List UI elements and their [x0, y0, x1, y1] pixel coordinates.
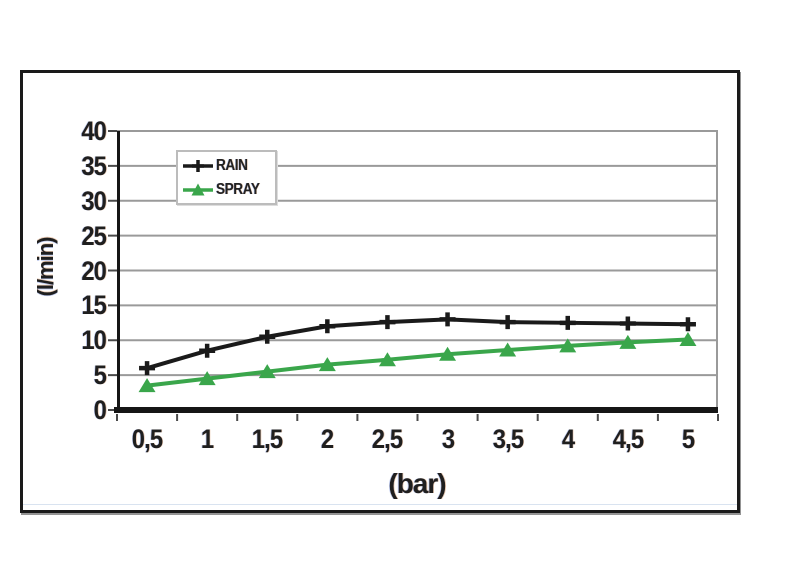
x-tick-label: 3 [441, 424, 454, 454]
rain-point-marker [139, 361, 156, 376]
chart-legend: RAIN SPRAY [176, 150, 277, 205]
spray-point-marker [318, 357, 336, 372]
chart-frame: 0 5 10 15 20 25 30 35 40 0,5 1 1,5 2 2,5 3 3,5 4 4,5 5 RAI… [20, 70, 740, 513]
rain-point-marker [319, 319, 336, 334]
y-tick-label: 5 [93, 360, 107, 391]
rain-series-line [146, 317, 688, 371]
spray-series-line [146, 337, 689, 388]
x-tick-label: 0,5 [131, 424, 163, 454]
y-axis-title: (l/min) [33, 237, 58, 297]
rain-point-marker [679, 317, 696, 332]
y-tick-label: 20 [81, 255, 107, 286]
y-tick-label: 30 [81, 185, 107, 216]
spray-point-marker [499, 342, 517, 357]
legend-item-spray: SPRAY [182, 178, 275, 202]
x-tick-label: 3,5 [492, 424, 523, 454]
rain-point-marker [619, 316, 636, 331]
y-tick-label: 25 [81, 220, 107, 251]
scan-artifact-line [23, 504, 737, 505]
x-tick-label: 4 [561, 424, 575, 454]
rain-point-marker [379, 315, 396, 330]
spray-point-marker [378, 352, 396, 367]
legend-label-spray: SPRAY [216, 181, 260, 198]
spray-point-marker [559, 338, 577, 353]
y-tick-label: 40 [81, 116, 107, 146]
legend-item-rain: RAIN [182, 154, 275, 178]
x-tick-label: 1 [200, 424, 214, 454]
spray-point-marker [619, 334, 637, 349]
x-tick-label: 2,5 [372, 424, 403, 454]
rain-point-marker [439, 312, 456, 327]
rain-point-marker [199, 343, 216, 358]
spray-point-marker [439, 346, 457, 361]
spray-legend-triangle-icon [191, 183, 205, 196]
x-tick-label: 1,5 [252, 424, 283, 454]
rain-point-marker [499, 315, 516, 330]
y-tick-label: 0 [93, 395, 107, 425]
rain-line-marker-icon [183, 160, 213, 172]
legend-label-rain: RAIN [216, 157, 248, 174]
rain-legend-plus-icon [192, 160, 204, 172]
rain-point-marker [259, 329, 276, 344]
x-tick-label: 4,5 [612, 424, 644, 454]
spray-point-marker [198, 371, 216, 386]
spray-line-marker-icon [183, 183, 213, 196]
rain-point-marker [559, 315, 576, 330]
x-tick-label: 5 [681, 424, 695, 454]
spray-point-marker [138, 378, 156, 393]
spray-point-marker [679, 332, 697, 347]
x-tick-label: 2 [321, 424, 334, 454]
y-tick-label: 10 [81, 325, 107, 356]
y-tick-label: 15 [81, 290, 107, 321]
x-axis-title: (bar) [388, 468, 446, 499]
y-tick-label: 35 [81, 150, 107, 181]
spray-point-marker [258, 364, 276, 379]
